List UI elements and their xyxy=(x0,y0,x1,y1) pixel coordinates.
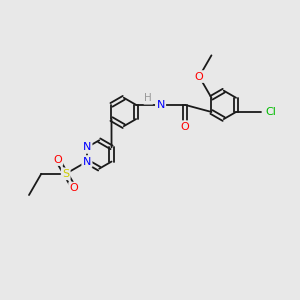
Text: O: O xyxy=(181,122,189,132)
Text: O: O xyxy=(53,154,62,165)
Text: N: N xyxy=(156,100,165,110)
Text: O: O xyxy=(195,72,204,82)
Text: Cl: Cl xyxy=(265,107,276,117)
Text: N: N xyxy=(83,142,91,152)
Text: H: H xyxy=(144,93,152,103)
Text: S: S xyxy=(62,169,69,179)
Text: O: O xyxy=(70,183,78,193)
Text: N: N xyxy=(83,157,91,166)
